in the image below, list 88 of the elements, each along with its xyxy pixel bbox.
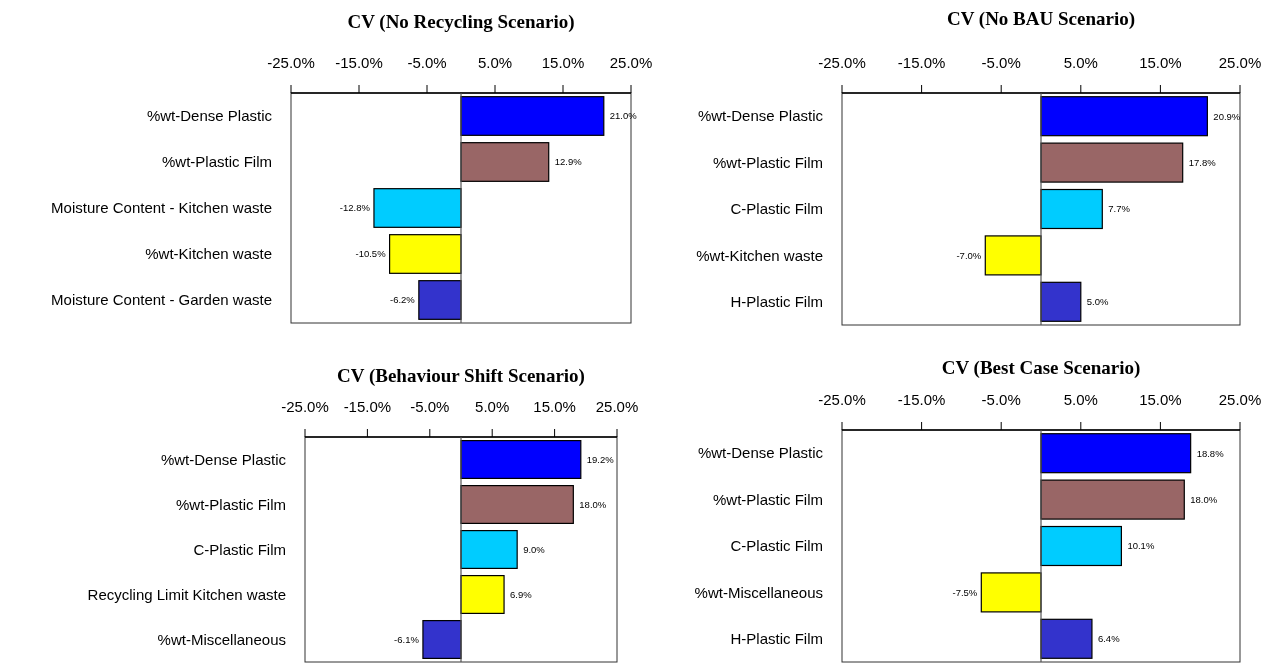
x-tick-label: 5.0% <box>477 54 513 71</box>
data-label: -7.0% <box>956 249 982 261</box>
bar <box>389 234 462 274</box>
y-tick-label: %wt-Miscellaneous <box>157 630 286 648</box>
y-tick-label: %wt-Plastic Film <box>161 153 272 171</box>
y-tick-label: %wt-Plastic Film <box>175 495 286 513</box>
data-label: 6.4% <box>1097 633 1121 645</box>
bar <box>418 280 462 320</box>
data-label: 12.9% <box>554 156 583 168</box>
x-tick-label: 5.0% <box>1063 391 1098 408</box>
y-tick-label: %wt-Plastic Film <box>712 153 823 171</box>
chart-title: CV (No Recycling Scenario) <box>347 11 575 33</box>
y-tick-label: C-Plastic Film <box>193 540 286 558</box>
y-tick-label: C-Plastic Film <box>730 200 823 218</box>
data-label: 21.0% <box>609 110 638 122</box>
data-label: -6.2% <box>390 294 416 306</box>
bar <box>1040 525 1122 567</box>
x-tick-label: 15.0% <box>1139 391 1182 408</box>
data-label: 6.9% <box>510 588 533 600</box>
y-tick-label: Recycling Limit Kitchen waste <box>87 585 286 603</box>
bar <box>1040 433 1192 474</box>
x-tick-label: -5.0% <box>407 54 447 71</box>
data-label: 19.2% <box>586 453 615 465</box>
x-tick-label: 5.0% <box>475 398 510 415</box>
x-tick-label: -25.0% <box>267 54 315 71</box>
data-label: 18.0% <box>1190 493 1218 505</box>
bar <box>1040 618 1093 659</box>
bar <box>422 620 462 659</box>
bar <box>460 440 582 479</box>
x-tick-label: 15.0% <box>1139 54 1182 71</box>
y-tick-label: %wt-Plastic Film <box>712 490 823 508</box>
x-tick-label: 15.0% <box>541 54 585 71</box>
x-tick-label: 25.0% <box>1218 391 1262 408</box>
x-tick-label: -25.0% <box>281 398 329 415</box>
x-tick-label: 25.0% <box>1218 54 1262 71</box>
data-label: -10.5% <box>355 248 387 260</box>
data-label: -7.5% <box>952 586 978 598</box>
bar <box>460 575 505 614</box>
bar <box>984 235 1042 276</box>
y-tick-label: H-Plastic Film <box>730 630 823 648</box>
x-tick-label: 25.0% <box>595 398 639 415</box>
data-label: 7.7% <box>1108 203 1131 215</box>
y-tick-label: Moisture Content - Garden waste <box>51 291 272 309</box>
bar <box>373 188 462 228</box>
y-tick-label: %wt-Dense Plastic <box>146 107 273 125</box>
x-tick-label: -15.0% <box>897 391 946 408</box>
data-label: 18.8% <box>1196 447 1225 459</box>
bar <box>980 572 1042 613</box>
x-tick-label: -5.0% <box>410 398 450 415</box>
data-label: 9.0% <box>523 543 546 555</box>
data-label: 18.0% <box>579 498 607 510</box>
bar <box>1040 479 1185 520</box>
chart-title: CV (No BAU Scenario) <box>946 8 1136 30</box>
y-tick-label: %wt-Miscellaneous <box>694 583 823 601</box>
y-tick-label: %wt-Dense Plastic <box>160 450 287 468</box>
y-tick-label: %wt-Dense Plastic <box>697 107 824 125</box>
y-tick-label: %wt-Kitchen waste <box>696 246 823 264</box>
chart-title: CV (Behaviour Shift Scenario) <box>337 365 585 387</box>
x-tick-label: -5.0% <box>981 391 1021 408</box>
bar <box>460 142 550 182</box>
data-label: 17.8% <box>1188 156 1217 168</box>
x-tick-label: -25.0% <box>818 54 866 71</box>
x-tick-label: -15.0% <box>335 54 383 71</box>
bar <box>1040 142 1184 183</box>
x-tick-label: 15.0% <box>533 398 576 415</box>
y-tick-label: H-Plastic Film <box>730 293 823 311</box>
chart-title: CV (Best Case Scenario) <box>941 357 1141 379</box>
data-label: 10.1% <box>1127 540 1155 552</box>
x-tick-label: -15.0% <box>343 398 392 415</box>
x-tick-label: 25.0% <box>609 54 653 71</box>
data-label: -6.1% <box>394 633 420 645</box>
x-tick-label: -5.0% <box>981 54 1021 71</box>
y-tick-label: %wt-Dense Plastic <box>697 444 824 462</box>
data-label: 20.9% <box>1213 110 1241 122</box>
y-tick-label: %wt-Kitchen waste <box>145 245 272 263</box>
y-tick-label: C-Plastic Film <box>730 537 823 555</box>
bar <box>1040 96 1208 137</box>
x-tick-label: -15.0% <box>897 54 946 71</box>
data-label: 5.0% <box>1086 296 1110 308</box>
bar <box>1040 188 1103 230</box>
bar <box>460 485 574 524</box>
bar <box>460 530 518 569</box>
bar <box>1040 281 1082 322</box>
bar <box>460 96 605 136</box>
data-label: -12.8% <box>339 202 371 214</box>
x-tick-label: 5.0% <box>1063 54 1098 71</box>
y-tick-label: Moisture Content - Kitchen waste <box>51 199 272 217</box>
x-tick-label: -25.0% <box>818 391 866 408</box>
